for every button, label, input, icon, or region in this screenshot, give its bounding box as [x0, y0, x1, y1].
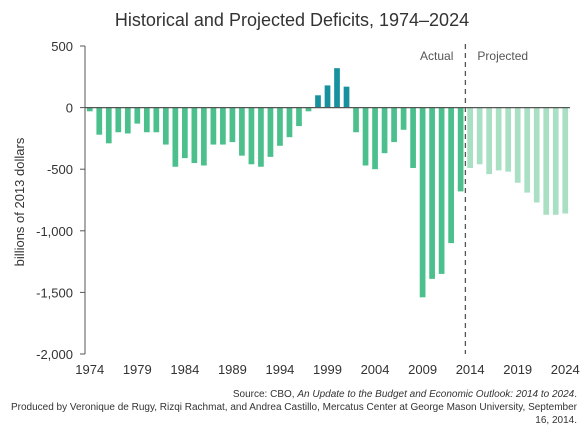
bar-2001: [343, 86, 350, 108]
bar-1983: [172, 107, 179, 167]
bar-1995: [286, 107, 293, 138]
bar-1997: [305, 107, 312, 112]
x-tick-label: 2009: [408, 362, 437, 377]
bar-1994: [277, 107, 283, 146]
x-tick-label: 1979: [123, 362, 152, 377]
bar-2024: [562, 107, 569, 214]
source-title: An Update to the Budget and Economic Out…: [297, 389, 575, 400]
x-tick-label: 1994: [265, 362, 294, 377]
bar-1980: [143, 107, 150, 133]
bar-2009: [419, 107, 426, 298]
bar-2023: [552, 107, 559, 215]
bar-1976: [105, 107, 112, 144]
actual-label: Actual: [420, 49, 453, 63]
projected-label: Projected: [477, 49, 528, 63]
bar-2016: [486, 107, 493, 175]
bar-1993: [267, 107, 274, 157]
y-tick-label: -2,000: [36, 347, 73, 362]
bar-1979: [134, 107, 141, 124]
x-axis-ticks: 1974 1979 1984 1989 1994 1999 2004 2009 2014 2019…: [75, 362, 579, 377]
bar-2008: [410, 107, 416, 168]
bar-2002: [353, 107, 359, 133]
x-tick-label: 2014: [456, 362, 485, 377]
bar-1987: [210, 107, 217, 145]
bar-1981: [153, 107, 160, 133]
x-tick-label: 2019: [503, 362, 532, 377]
y-axis-label: billions of 2013 dollars: [12, 137, 27, 266]
x-tick-label: 1999: [313, 362, 342, 377]
bar-2019: [514, 107, 521, 183]
bar-2021: [533, 107, 540, 203]
y-axis-ticks: 500 0 -500 -1,000 -1,500 -2,000: [36, 39, 85, 362]
bar-2006: [391, 107, 397, 143]
source-suffix: .: [574, 389, 577, 400]
bar-2018: [505, 107, 512, 172]
bar-2022: [543, 107, 550, 215]
y-tick-label: 0: [66, 101, 73, 116]
bar-2017: [495, 107, 502, 171]
bar-2011: [438, 107, 445, 274]
bar-1991: [248, 107, 255, 165]
y-tick-label: 500: [51, 39, 73, 54]
y-tick-label: -1,500: [36, 285, 73, 300]
bar-1982: [162, 107, 169, 145]
bar-1988: [220, 107, 226, 145]
x-tick-label: 1974: [75, 362, 104, 377]
source-prefix: Source: CBO,: [232, 389, 295, 400]
bar-2005: [381, 107, 388, 154]
bar-2007: [400, 107, 407, 130]
bar-1990: [239, 107, 245, 156]
y-tick-label: -500: [47, 162, 73, 177]
bar-1975: [96, 107, 103, 135]
source-credit: Produced by Veronique de Rugy, Rizqi Rac…: [10, 402, 577, 426]
bar-2014: [467, 107, 473, 168]
source-line: Source: CBO, An Update to the Budget and…: [0, 388, 577, 401]
x-tick-label: 1984: [170, 362, 199, 377]
source-note: Source: CBO, An Update to the Budget and…: [0, 388, 577, 427]
bar-1974: [86, 107, 93, 112]
x-tick-label: 1989: [218, 362, 247, 377]
bar-2000: [334, 68, 340, 108]
bar-2015: [476, 107, 483, 165]
bar-1998: [315, 95, 321, 108]
bar-2004: [372, 107, 378, 170]
bar-2012: [448, 107, 454, 244]
bar-1996: [296, 107, 302, 127]
x-tick-label: 2004: [361, 362, 390, 377]
bar-2013: [457, 107, 464, 192]
bar-1985: [191, 107, 198, 164]
bar-2010: [429, 107, 435, 279]
bars: [86, 68, 569, 298]
bar-1984: [182, 107, 188, 159]
y-tick-label: -1,000: [36, 224, 73, 239]
bar-1978: [124, 107, 131, 134]
chart-title: Historical and Projected Deficits, 1974–…: [115, 10, 469, 30]
bar-1989: [229, 107, 236, 143]
bar-1986: [201, 107, 207, 166]
bar-1999: [324, 85, 331, 108]
bar-1992: [258, 107, 264, 167]
bar-2020: [524, 107, 531, 193]
x-tick-label: 2024: [551, 362, 580, 377]
bar-1977: [115, 107, 122, 133]
bar-2003: [362, 107, 369, 166]
